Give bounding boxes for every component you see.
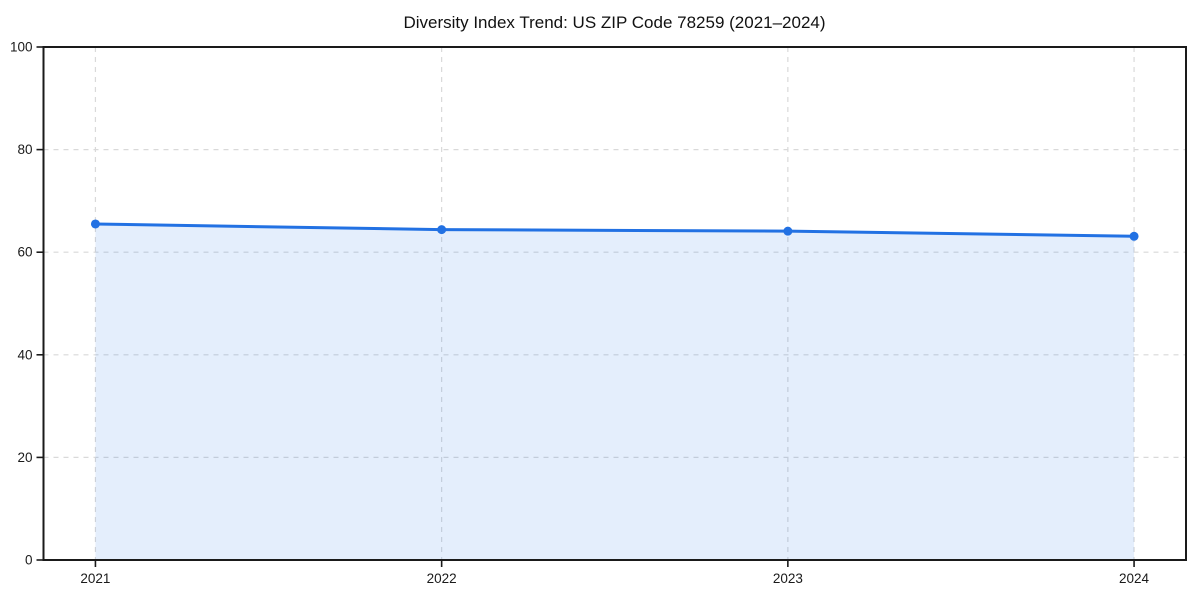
y-tick-label: 20 [17, 450, 32, 465]
y-tick-label: 40 [17, 347, 32, 362]
y-tick-label: 0 [25, 553, 33, 568]
data-point [783, 226, 793, 236]
y-tick-label: 60 [17, 245, 32, 260]
axes-frame [42, 46, 1187, 561]
trend-line [93, 222, 1136, 238]
x-axis-ticks: 2021 2022 2023 2024 [80, 560, 1150, 586]
data-point [90, 219, 100, 229]
x-tick-label: 2021 [80, 571, 110, 586]
data-point [437, 225, 447, 235]
y-tick-label: 80 [17, 142, 32, 157]
data-points [90, 219, 1139, 241]
y-axis-ticks: 0 20 40 60 80 100 [10, 40, 44, 568]
chart-title: Diversity Index Trend: US ZIP Code 78259… [403, 13, 826, 32]
x-tick-label: 2023 [773, 571, 803, 586]
area-fill [95, 223, 1135, 561]
y-tick-label: 100 [10, 40, 33, 55]
data-point [1129, 231, 1139, 241]
x-tick-label: 2024 [1119, 571, 1150, 586]
x-tick-label: 2022 [427, 571, 457, 586]
